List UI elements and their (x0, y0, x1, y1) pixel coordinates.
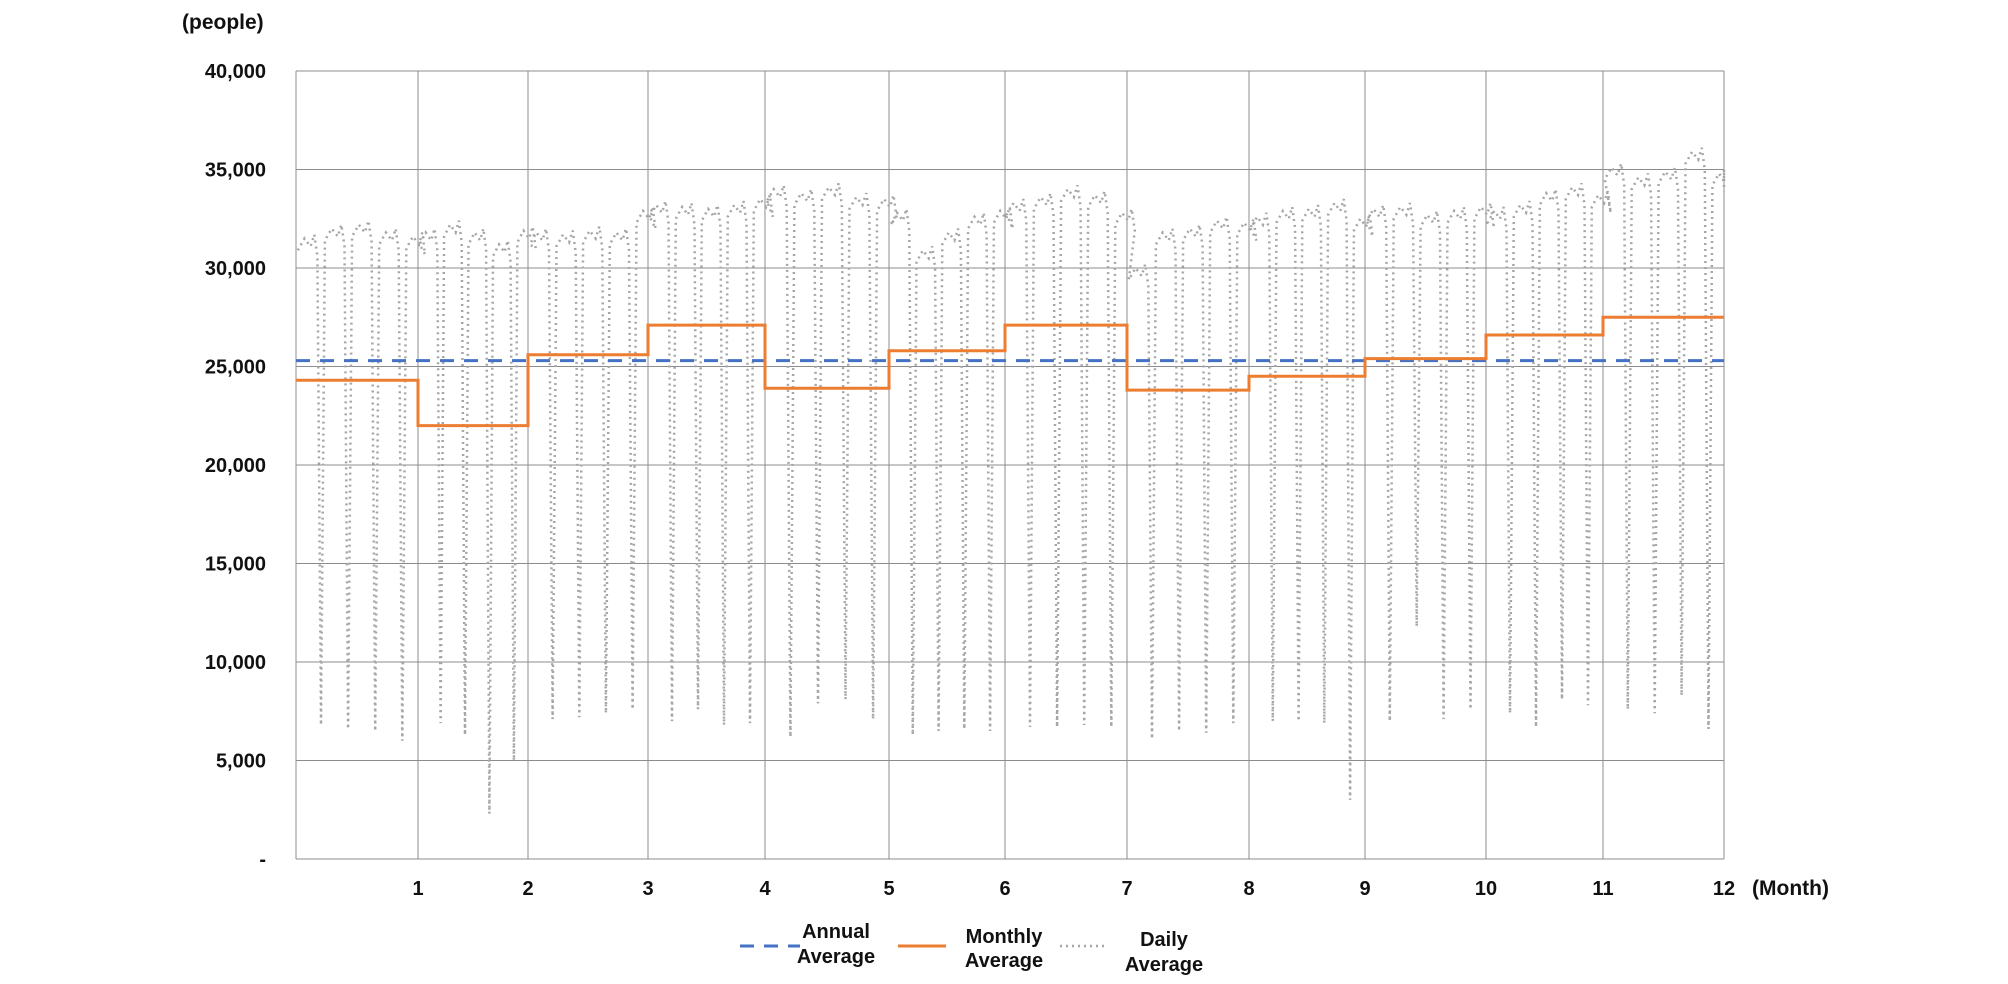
legend-label-annual-1: Annual (802, 921, 870, 943)
daily-average-line (296, 147, 1726, 814)
monthly-average-series (296, 315, 1724, 428)
legend: Annual Average Monthly Average Daily Ave… (740, 921, 1203, 976)
x-tick-label: 4 (759, 878, 771, 900)
x-tick-label: 10 (1475, 878, 1497, 900)
y-tick-label: 5,000 (216, 751, 266, 773)
x-tick-label: 12 (1713, 878, 1735, 900)
monthly-average-line (296, 315, 1724, 428)
x-axis-unit-label: (Month) (1752, 877, 1829, 900)
x-tick-label: 9 (1359, 878, 1370, 900)
x-tick-label: 3 (642, 878, 653, 900)
x-tick-label: 11 (1592, 878, 1613, 900)
y-tick-label: 20,000 (205, 455, 266, 477)
y-tick-label: 35,000 (205, 160, 266, 182)
x-tick-label: 6 (999, 878, 1010, 900)
y-axis-unit-label: (people) (182, 11, 264, 34)
y-tick-label: 25,000 (205, 357, 266, 379)
legend-label-monthly-2: Average (965, 950, 1043, 972)
legend-label-daily-2: Average (1125, 954, 1203, 976)
legend-item-daily-average: Daily Average (1060, 929, 1203, 976)
y-tick-label: 40,000 (205, 61, 266, 83)
x-tick-label: 5 (883, 878, 894, 900)
x-axis-ticks: 1 2 3 4 5 6 7 8 9 10 11 12 (412, 878, 1735, 900)
y-tick-label: 30,000 (205, 258, 266, 280)
y-tick-label: - (259, 849, 266, 871)
y-axis-ticks: - 5,000 10,000 15,000 20,000 25,000 30,000 35,0… (205, 61, 266, 871)
x-tick-label: 7 (1121, 878, 1132, 900)
legend-label-monthly-1: Monthly (966, 926, 1044, 948)
daily-average-series (296, 147, 1726, 814)
y-tick-label: 15,000 (205, 554, 266, 576)
legend-label-daily-1: Daily (1140, 929, 1189, 951)
legend-item-annual-average: Annual Average (740, 921, 875, 968)
x-tick-label: 2 (522, 878, 533, 900)
x-tick-label: 8 (1243, 878, 1254, 900)
x-tick-label: 1 (412, 878, 423, 900)
y-tick-label: 10,000 (205, 652, 266, 674)
legend-label-annual-2: Average (797, 946, 875, 968)
legend-item-monthly-average: Monthly Average (898, 926, 1043, 972)
grid-lines (295, 70, 1725, 860)
